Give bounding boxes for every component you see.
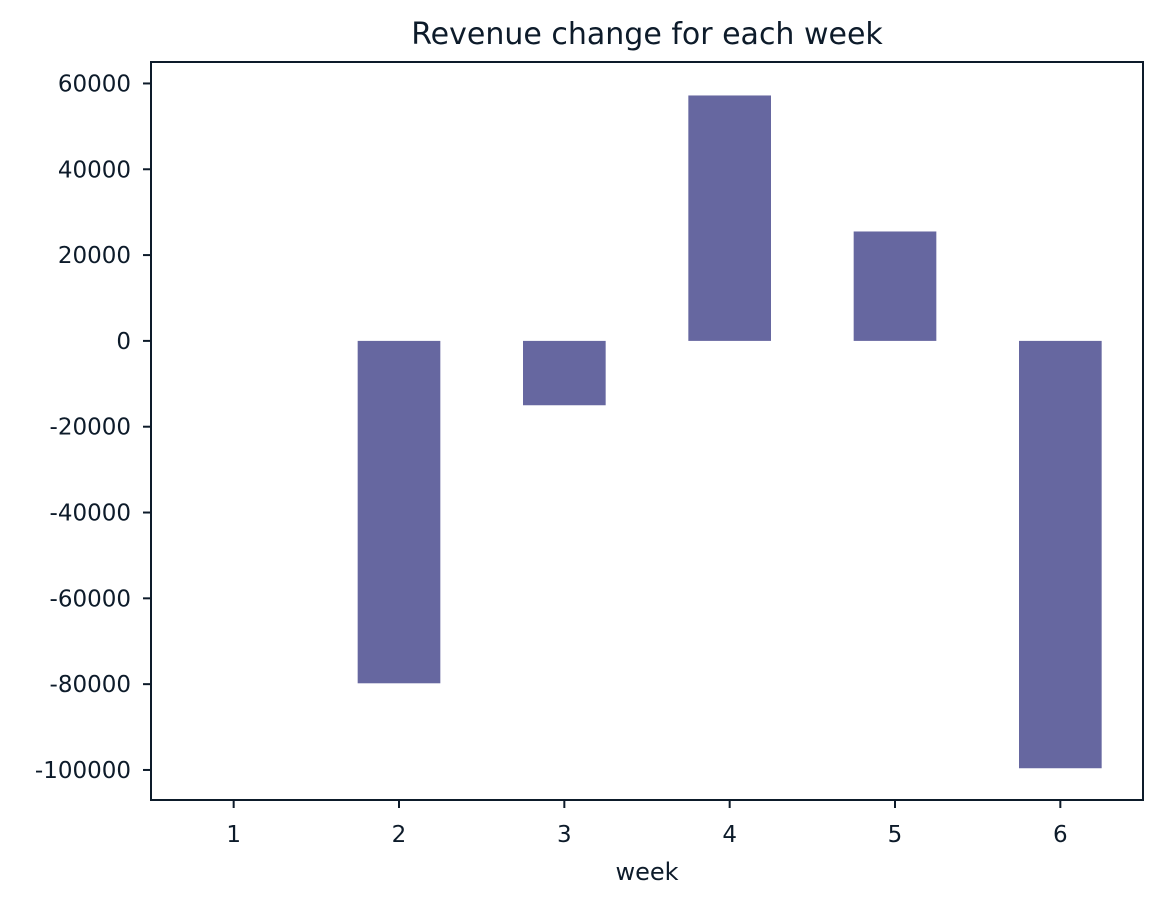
x-tick-label: 6 — [1053, 822, 1068, 848]
bars-group — [357, 95, 1102, 769]
x-axis-label: week — [615, 858, 678, 886]
y-tick-label: 20000 — [58, 243, 131, 269]
plot-frame — [150, 61, 1144, 801]
y-tick-label: 60000 — [58, 71, 131, 97]
x-tick-label: 5 — [888, 822, 903, 848]
x-tick-label: 4 — [722, 822, 737, 848]
bar-week-5 — [853, 231, 937, 341]
chart-title: Revenue change for each week — [411, 17, 883, 52]
bar-week-6 — [1019, 340, 1102, 769]
bar-week-2 — [357, 340, 441, 684]
bar-week-4 — [688, 95, 771, 341]
bar-week-3 — [523, 340, 606, 406]
x-axis-ticks: 1 2 3 4 5 6 — [226, 800, 1068, 848]
y-tick-label: 40000 — [58, 157, 131, 183]
y-axis-ticks: 60000 40000 20000 0 -20000 -40000 -60000 -80000… — [35, 71, 151, 784]
y-tick-label: 0 — [116, 329, 131, 355]
y-tick-label: -80000 — [50, 672, 131, 698]
y-tick-label: -40000 — [50, 501, 131, 527]
y-tick-label: -20000 — [50, 415, 131, 441]
y-tick-label: -60000 — [50, 586, 131, 612]
x-tick-label: 3 — [557, 822, 572, 848]
x-tick-label: 2 — [392, 822, 407, 848]
y-tick-label: -100000 — [35, 758, 131, 784]
x-tick-label: 1 — [226, 822, 241, 848]
